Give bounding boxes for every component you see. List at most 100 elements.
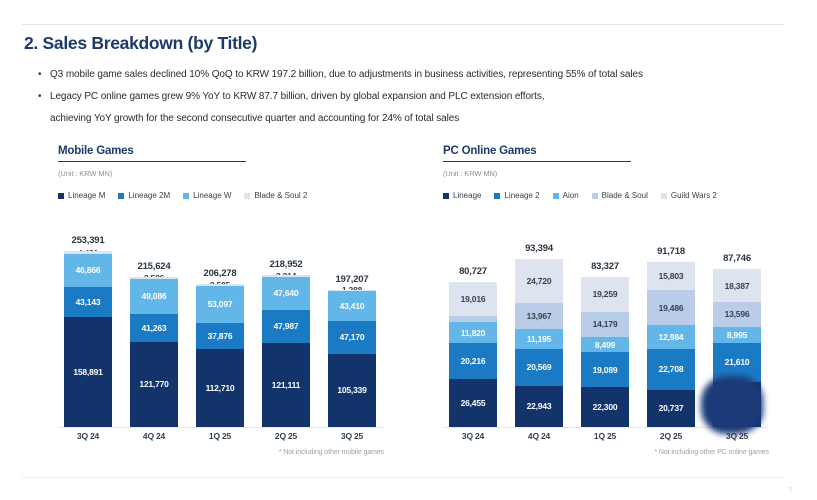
- mobile-games-x-label-4: 3Q 25: [340, 431, 364, 441]
- pc-online-games-legend-item-4[interactable]: Guild Wars 2: [660, 191, 717, 200]
- mobile-games-segment-4-lineage-w[interactable]: 43,410: [328, 290, 376, 322]
- mobile-games-axis-line: [58, 427, 384, 428]
- mobile-games-segment-4-blade-soul-2[interactable]: [328, 290, 376, 291]
- pc-online-games-bar-total-4: 87,746: [723, 253, 751, 264]
- pc-online-games-legend-item-3[interactable]: Blade & Soul: [591, 191, 648, 200]
- mobile-games-segment-3-blade-soul-2[interactable]: [262, 275, 310, 277]
- mobile-games-segment-3-lineage-m[interactable]: 121,111: [262, 342, 310, 427]
- pc-online-games-segment-0-lineage-2[interactable]: 20,216: [449, 343, 497, 380]
- pc-online-games-segment-3-guild-wars-2[interactable]: 15,803: [647, 262, 695, 291]
- mobile-games-segment-3-lineage-w[interactable]: 47,640: [262, 276, 310, 310]
- pc-online-games-segment-2-guild-wars-2[interactable]: 19,259: [581, 277, 629, 312]
- pc-online-games-bar-group-3[interactable]: 91,718 15,803 19,486 12,984 22,708 20,737: [647, 246, 695, 427]
- pc-online-games-segment-4-lineage[interactable]: [713, 381, 761, 427]
- pc-online-games-legend-item-2[interactable]: Aion: [552, 191, 579, 200]
- pc-online-games-stacked-bar[interactable]: 19,016 11,820 20,216 26,455: [449, 282, 497, 427]
- pc-online-games-axis-line: [443, 427, 769, 428]
- pc-online-games-x-label-1: 4Q 24: [527, 431, 551, 441]
- mobile-games-footnote: * Not including other mobile games: [278, 449, 384, 456]
- pc-online-games-bar-group-2[interactable]: 83,327 19,259 14,179 8,499 19,089 22,300: [581, 261, 629, 427]
- pc-online-games-heading-rule: [443, 161, 631, 163]
- pc-online-games-segment-3-blade-soul[interactable]: 19,486: [647, 290, 695, 326]
- mobile-games-bar-total-0: 253,391: [71, 235, 105, 246]
- pc-online-games-segment-1-lineage[interactable]: 22,943: [515, 385, 563, 427]
- legend-swatch-icon: [494, 192, 501, 199]
- mobile-games-segment-2-lineage-w[interactable]: 53,097: [196, 285, 244, 323]
- mobile-games-panel: Mobile Games (Unit : KRW MN) Lineage M Li…: [58, 145, 398, 456]
- pc-online-games-segment-4-guild-wars-2[interactable]: 18,387: [713, 269, 761, 303]
- pc-online-games-segment-2-lineage[interactable]: 22,300: [581, 386, 629, 427]
- pc-online-games-bar-total-0: 80,727: [459, 266, 487, 277]
- mobile-games-stacked-bar[interactable]: 49,086 41,263 121,770: [130, 277, 178, 427]
- pc-online-games-segment-2-aion[interactable]: 8,499: [581, 337, 629, 353]
- pc-online-games-segment-3-lineage-2[interactable]: 22,708: [647, 348, 695, 390]
- pc-online-games-segment-1-lineage-2[interactable]: 20,569: [515, 348, 563, 386]
- pc-online-games-segment-0-blade-soul[interactable]: [449, 316, 497, 322]
- bullet-dot-icon: •: [38, 69, 42, 80]
- mobile-games-legend-label-3: Blade & Soul 2: [254, 191, 308, 201]
- mobile-games-stacked-bar[interactable]: 46,866 43,143 158,891: [64, 251, 112, 427]
- pc-online-games-segment-1-aion[interactable]: 11,195: [515, 328, 563, 349]
- mobile-games-segment-4-lineage-m[interactable]: 105,339: [328, 353, 376, 427]
- mobile-games-segment-1-lineage-m[interactable]: 121,770: [130, 342, 178, 427]
- mobile-games-stacked-bar[interactable]: 43,410 47,170 105,339: [328, 290, 376, 427]
- pc-online-games-footnote: * Not including other PC online games: [654, 449, 769, 456]
- pc-online-games-stacked-bar[interactable]: 19,259 14,179 8,499 19,089 22,300: [581, 277, 629, 427]
- pc-online-games-segment-2-lineage-2[interactable]: 19,089: [581, 352, 629, 387]
- mobile-games-segment-0-lineage-w[interactable]: 46,866: [64, 254, 112, 287]
- legend-swatch-icon: [591, 192, 598, 199]
- pc-online-games-stacked-bar[interactable]: 15,803 19,486 12,984 22,708 20,737: [647, 262, 695, 427]
- bullet-text-2-continuation: achieving YoY growth for the second cons…: [50, 113, 460, 124]
- mobile-games-segment-2-blade-soul-2[interactable]: [196, 284, 244, 286]
- legend-swatch-icon: [244, 192, 251, 199]
- bottom-divider: [22, 477, 784, 478]
- bullet-text-2: Legacy PC online games grew 9% YoY to KR…: [50, 91, 545, 102]
- mobile-games-bar-total-4: 197,207: [335, 274, 369, 285]
- legend-swatch-icon: [118, 192, 125, 199]
- mobile-games-stacked-bar[interactable]: 53,097 37,876 112,710: [196, 284, 244, 427]
- pc-online-games-bar-group-4[interactable]: 87,746 18,387 13,596 8,995 21,610: [713, 253, 761, 427]
- pc-online-games-segment-0-aion[interactable]: 11,820: [449, 321, 497, 344]
- pc-online-games-segment-3-lineage[interactable]: 20,737: [647, 389, 695, 427]
- pc-online-games-segment-2-blade-soul[interactable]: 14,179: [581, 311, 629, 338]
- pc-online-games-legend-item-1[interactable]: Lineage 2: [494, 191, 540, 201]
- pc-online-games-segment-1-blade-soul[interactable]: 13,967: [515, 303, 563, 329]
- pc-online-games-legend-label-1: Lineage 2: [504, 191, 540, 201]
- pc-online-games-segment-1-guild-wars-2[interactable]: 24,720: [515, 259, 563, 304]
- pc-online-games-segment-0-lineage[interactable]: 26,455: [449, 379, 497, 427]
- mobile-games-segment-2-lineage-m[interactable]: 112,710: [196, 348, 244, 427]
- mobile-games-segment-0-lineage-m[interactable]: 158,891: [64, 316, 112, 427]
- pc-online-games-segment-4-lineage-2[interactable]: 21,610: [713, 342, 761, 382]
- mobile-games-stacked-bar[interactable]: 47,640 47,987 121,111: [262, 275, 310, 427]
- mobile-games-segment-3-lineage-2m[interactable]: 47,987: [262, 309, 310, 343]
- pc-online-games-segment-0-guild-wars-2[interactable]: 19,016: [449, 282, 497, 317]
- mobile-games-segment-1-blade-soul-2[interactable]: [130, 277, 178, 280]
- bullet-item-2: • Legacy PC online games grew 9% YoY to …: [38, 89, 798, 104]
- mobile-games-legend-item-0[interactable]: Lineage M: [58, 191, 105, 200]
- pc-online-games-stacked-bar[interactable]: 18,387 13,596 8,995 21,610: [713, 269, 761, 427]
- mobile-games-segment-2-lineage-2m[interactable]: 37,876: [196, 322, 244, 349]
- mobile-games-bar-total-3: 218,952: [269, 259, 303, 270]
- pc-online-games-segment-4-aion[interactable]: 8,995: [713, 326, 761, 343]
- mobile-games-legend-item-1[interactable]: Lineage 2M: [118, 191, 170, 200]
- mobile-games-legend-item-2[interactable]: Lineage W: [183, 191, 231, 200]
- pc-online-games-segment-3-aion[interactable]: 12,984: [647, 325, 695, 349]
- mobile-games-segment-0-blade-soul-2[interactable]: [64, 251, 112, 255]
- mobile-games-legend-item-3[interactable]: Blade & Soul 2: [244, 191, 307, 200]
- pc-online-games-stacked-bar[interactable]: 24,720 13,967 11,195 20,569 22,943: [515, 259, 563, 427]
- pc-online-games-bar-group-1[interactable]: 93,394 24,720 13,967 11,195 20,569 22,943: [515, 243, 563, 427]
- mobile-games-segment-1-lineage-2m[interactable]: 41,263: [130, 313, 178, 343]
- mobile-games-segment-4-lineage-2m[interactable]: 47,170: [328, 321, 376, 354]
- mobile-games-segment-1-lineage-w[interactable]: 49,086: [130, 279, 178, 314]
- pc-online-games-legend-item-0[interactable]: Lineage: [443, 191, 481, 200]
- mobile-games-segment-0-lineage-2m[interactable]: 43,143: [64, 286, 112, 317]
- pc-online-games-segment-4-blade-soul[interactable]: 13,596: [713, 302, 761, 327]
